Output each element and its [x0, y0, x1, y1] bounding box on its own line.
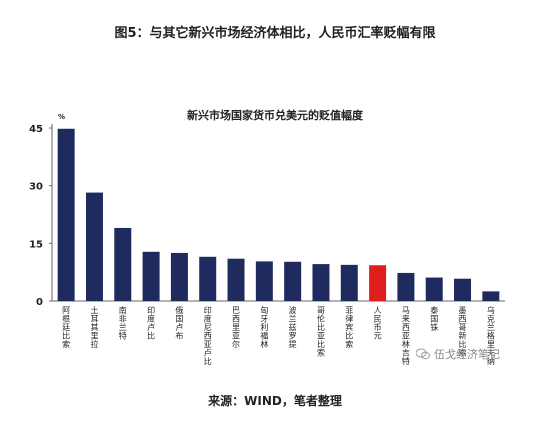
- bar: [369, 265, 387, 301]
- x-tick-label: 土耳其里拉: [90, 305, 98, 349]
- chart-title: 新兴市场国家货币兑美元的贬值幅度: [187, 109, 363, 122]
- bar: [482, 291, 500, 301]
- x-tick-label: 波兰兹罗提: [289, 305, 297, 349]
- bar: [142, 251, 160, 301]
- x-tick-label: 乌克兰格里夫纳: [487, 305, 495, 366]
- source-note: 来源：WIND，笔者整理: [208, 394, 342, 408]
- bar: [340, 264, 358, 301]
- x-tick-label: 墨西哥新比索: [459, 306, 467, 358]
- y-tick-label: 30: [29, 182, 43, 193]
- bar: [425, 277, 443, 301]
- y-tick-label: 45: [29, 124, 43, 135]
- bar: [397, 272, 415, 301]
- bar: [284, 261, 302, 301]
- x-tick-label: 马来西亚林吉特: [402, 306, 410, 366]
- x-tick-label: 印度卢比: [147, 306, 155, 341]
- bar: [85, 192, 103, 301]
- x-tick-label: 南非兰特: [119, 305, 127, 341]
- bar: [57, 128, 75, 301]
- bar: [227, 258, 245, 301]
- bar: [255, 261, 273, 301]
- x-tick-label: 匈牙利福林: [260, 305, 268, 349]
- watermark-text: 伍戈经济笔记: [434, 348, 500, 361]
- watermark: 伍戈经济笔记: [415, 346, 500, 362]
- x-tick-label: 巴西里亚尔: [232, 306, 240, 349]
- bar: [170, 252, 188, 301]
- x-tick-label: 俄国卢布: [175, 305, 183, 341]
- x-tick-label: 泰国铢: [430, 305, 438, 332]
- bar: [199, 256, 217, 301]
- x-tick-label: 菲律宾比索: [345, 305, 353, 349]
- y-tick-label: 0: [36, 297, 43, 308]
- x-tick-label: 人民币元: [374, 306, 382, 341]
- y-tick-label: 15: [29, 239, 43, 250]
- x-tick-label: 印度尼西亚卢比: [204, 306, 212, 366]
- y-unit-label: %: [58, 113, 65, 121]
- x-tick-label: 哥伦比亚比索: [317, 306, 325, 358]
- figure-title: 图5：与其它新兴市场经济体相比，人民币汇率贬幅有限: [114, 26, 436, 41]
- x-tick-label: 阿根廷比索: [62, 306, 70, 349]
- bar: [114, 227, 132, 301]
- bar: [454, 278, 472, 301]
- wechat-icon: [415, 348, 430, 360]
- bar: [312, 264, 330, 301]
